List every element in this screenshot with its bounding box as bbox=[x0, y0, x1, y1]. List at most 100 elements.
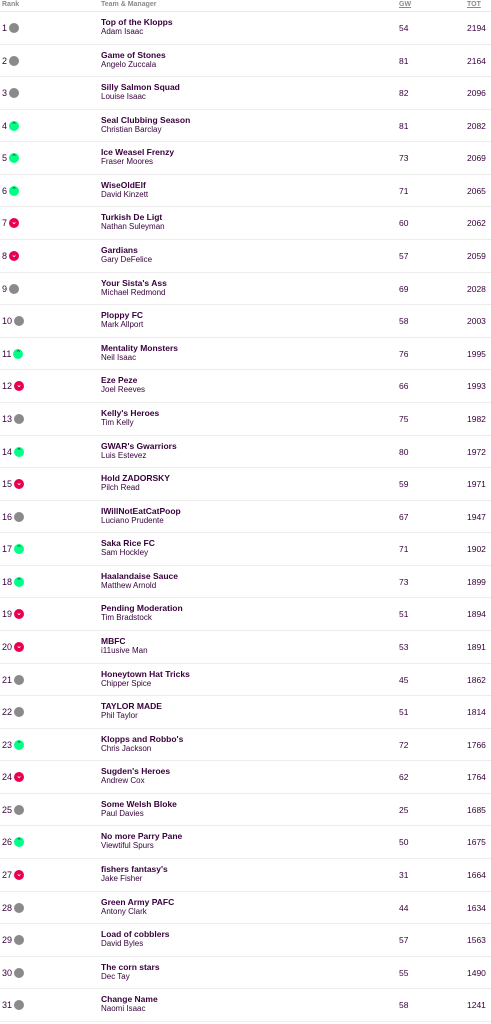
rank-up-icon: ⌃ bbox=[14, 739, 25, 750]
team-name-link[interactable]: Load of cobblers bbox=[101, 929, 170, 940]
team-name-link[interactable]: Sugden's Heroes bbox=[101, 766, 171, 777]
rank-cell: 23 ⌃ bbox=[2, 739, 25, 750]
team-name-link[interactable]: Change Name bbox=[101, 994, 158, 1005]
team-cell: Gardians Gary DeFelice bbox=[101, 245, 152, 265]
team-name-link[interactable]: Mentality Monsters bbox=[101, 342, 178, 353]
rank-down-icon: ⌄ bbox=[14, 479, 25, 490]
team-name-link[interactable]: Turkish De Ligt bbox=[101, 212, 163, 223]
team-name-link[interactable]: Seal Clubbing Season bbox=[101, 114, 191, 125]
total-points: 2096 bbox=[467, 88, 486, 99]
team-name-link[interactable]: fishers fantasy's bbox=[101, 864, 168, 875]
team-name-link[interactable]: No more Parry Pane bbox=[101, 831, 183, 842]
team-cell: TAYLOR MADE Phil Taylor bbox=[101, 701, 162, 721]
rank-cell: 3 bbox=[2, 88, 20, 99]
table-row: 30 The corn stars Dec Tay 55 1490 bbox=[0, 957, 491, 990]
team-name-link[interactable]: Haalandaise Sauce bbox=[101, 570, 179, 581]
team-name-link[interactable]: Eze Peze bbox=[101, 375, 138, 386]
team-name-link[interactable]: Green Army PAFC bbox=[101, 896, 175, 907]
team-cell: Haalandaise Sauce Matthew Arnold bbox=[101, 571, 178, 591]
rank-number: 25 bbox=[2, 804, 13, 815]
team-name-link[interactable]: Honeytown Hat Tricks bbox=[101, 668, 190, 679]
team-cell: Eze Peze Joel Reeves bbox=[101, 375, 145, 395]
team-name-link[interactable]: WiseOldElf bbox=[101, 179, 146, 190]
gw-points: 67 bbox=[399, 511, 409, 522]
manager-name: Sam Hockley bbox=[101, 548, 149, 558]
team-cell: Turkish De Ligt Nathan Suleyman bbox=[101, 212, 165, 232]
rank-same-icon bbox=[14, 935, 25, 946]
team-cell: MBFC i11usive Man bbox=[101, 636, 148, 656]
total-points: 1764 bbox=[467, 772, 486, 783]
total-points: 2003 bbox=[467, 316, 486, 327]
gw-points: 71 bbox=[399, 544, 409, 555]
rank-number: 20 bbox=[2, 641, 13, 652]
table-row: 27 ⌄ fishers fantasy's Jake Fisher 31 16… bbox=[0, 859, 491, 892]
team-name-link[interactable]: Ice Weasel Frenzy bbox=[101, 147, 175, 158]
rank-down-icon: ⌄ bbox=[9, 218, 20, 229]
rank-number: 18 bbox=[2, 576, 13, 587]
team-name-link[interactable]: IWillNotEatCatPoop bbox=[101, 505, 181, 516]
rank-number: 12 bbox=[2, 381, 13, 392]
gw-points: 58 bbox=[399, 316, 409, 327]
total-points: 1634 bbox=[467, 902, 486, 913]
gw-sort-header[interactable]: GW bbox=[399, 1, 412, 8]
tot-sort-header[interactable]: TOT bbox=[467, 1, 481, 8]
team-name-link[interactable]: The corn stars bbox=[101, 961, 160, 972]
total-points: 1894 bbox=[467, 609, 486, 620]
table-row: 19 ⌄ Pending Moderation Tim Bradstock 51… bbox=[0, 598, 491, 631]
team-name-link[interactable]: Ploppy FC bbox=[101, 310, 144, 321]
gw-points: 44 bbox=[399, 902, 409, 913]
rank-number: 15 bbox=[2, 479, 13, 490]
team-name-link[interactable]: Gardians bbox=[101, 245, 138, 256]
team-name-link[interactable]: Pending Moderation bbox=[101, 603, 183, 614]
rank-number: 19 bbox=[2, 609, 13, 620]
gw-points: 76 bbox=[399, 348, 409, 359]
rank-number: 26 bbox=[2, 837, 13, 848]
total-points: 1862 bbox=[467, 674, 486, 685]
rank-number: 1 bbox=[2, 23, 8, 33]
rank-cell: 20 ⌄ bbox=[2, 641, 25, 652]
manager-name: Andrew Cox bbox=[101, 776, 145, 786]
total-points: 1995 bbox=[467, 348, 486, 359]
team-cell: Some Welsh Bloke Paul Davies bbox=[101, 799, 177, 819]
team-cell: The corn stars Dec Tay bbox=[101, 962, 160, 982]
total-points: 2059 bbox=[467, 251, 486, 262]
rank-cell: 24 ⌄ bbox=[2, 772, 25, 783]
team-name-link[interactable]: Your Sista's Ass bbox=[101, 277, 167, 288]
rank-down-icon: ⌄ bbox=[14, 641, 25, 652]
team-name-link[interactable]: GWAR's Gwarriors bbox=[101, 440, 177, 451]
rank-up-icon: ⌃ bbox=[14, 544, 25, 555]
team-name-link[interactable]: Kelly's Heroes bbox=[101, 407, 160, 418]
table-row: 21 Honeytown Hat Tricks Chipper Spice 45… bbox=[0, 664, 491, 697]
total-points: 2028 bbox=[467, 283, 486, 294]
rank-number: 27 bbox=[2, 870, 13, 881]
team-name-link[interactable]: MBFC bbox=[101, 635, 126, 646]
rank-cell: 15 ⌄ bbox=[2, 479, 25, 490]
rank-cell: 7 ⌄ bbox=[2, 218, 20, 229]
total-points: 1947 bbox=[467, 511, 486, 522]
team-cell: fishers fantasy's Jake Fisher bbox=[101, 864, 168, 884]
team-name-link[interactable]: Some Welsh Bloke bbox=[101, 798, 177, 809]
rank-number: 11 bbox=[2, 348, 12, 359]
team-name-link[interactable]: TAYLOR MADE bbox=[101, 701, 162, 712]
team-name-link[interactable]: Game of Stones bbox=[101, 49, 166, 60]
rank-number: 8 bbox=[2, 251, 8, 262]
table-row: 16 IWillNotEatCatPoop Luciano Prudente 6… bbox=[0, 501, 491, 534]
rank-same-icon bbox=[14, 674, 25, 685]
rank-same-icon bbox=[14, 804, 25, 815]
team-name-link[interactable]: Klopps and Robbo's bbox=[101, 733, 184, 744]
manager-name: Angelo Zuccala bbox=[101, 59, 157, 69]
gw-points: 66 bbox=[399, 381, 409, 392]
team-name-link[interactable]: Silly Salmon Squad bbox=[101, 82, 180, 93]
table-row: 11 ⌃ Mentality Monsters Neil Isaac 76 19… bbox=[0, 338, 491, 371]
team-name-link[interactable]: Hold ZADORSKY bbox=[101, 473, 170, 484]
rank-cell: 2 bbox=[2, 55, 20, 66]
manager-name: Viewtiful Spurs bbox=[101, 841, 154, 851]
rank-cell: 12 ⌄ bbox=[2, 381, 25, 392]
manager-name: Luciano Prudente bbox=[101, 515, 164, 525]
rank-same-icon bbox=[14, 967, 25, 978]
team-cell: WiseOldElf David Kinzett bbox=[101, 180, 148, 200]
rank-header: Rank bbox=[2, 1, 20, 8]
total-points: 2062 bbox=[467, 218, 486, 229]
team-name-link[interactable]: Saka Rice FC bbox=[101, 538, 155, 549]
team-name-link[interactable]: Top of the Klopps bbox=[101, 17, 173, 27]
